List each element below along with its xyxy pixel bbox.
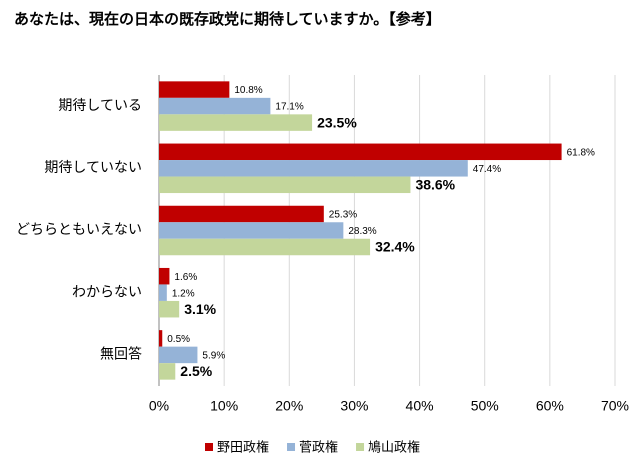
legend-swatch — [287, 443, 296, 451]
x-tick-label: 60% — [536, 398, 564, 414]
value-label: 1.6% — [174, 272, 197, 283]
x-tick-label: 40% — [406, 398, 434, 414]
value-label: 28.3% — [348, 226, 376, 237]
bar — [159, 176, 411, 194]
x-tick-label: 0% — [149, 398, 169, 414]
y-tick-label: 無回答 — [100, 346, 142, 362]
x-tick-label: 50% — [471, 398, 499, 414]
bar — [159, 238, 371, 256]
bar — [159, 363, 176, 380]
y-tick-label: 期待している — [58, 97, 142, 113]
y-tick-label: 期待していない — [44, 159, 142, 175]
bar — [159, 284, 167, 301]
value-label: 10.8% — [234, 85, 262, 96]
value-label: 25.3% — [329, 210, 357, 221]
bar — [159, 97, 271, 115]
value-label: 0.5% — [167, 334, 190, 345]
x-tick-label: 30% — [340, 398, 368, 414]
y-tick-label: どちらともいえない — [16, 221, 142, 237]
value-label: 17.1% — [275, 102, 303, 113]
x-tick-label: 70% — [601, 398, 629, 414]
bar — [159, 300, 180, 318]
bar — [159, 346, 198, 364]
value-label: 5.9% — [202, 351, 225, 362]
legend-swatch — [356, 443, 365, 451]
legend-swatch — [205, 443, 213, 451]
value-label: 61.8% — [567, 147, 595, 158]
bar — [159, 205, 324, 223]
value-label: 47.4% — [473, 164, 501, 175]
value-label: 32.4% — [375, 239, 415, 255]
x-tick-label: 20% — [275, 398, 303, 414]
value-label: 1.2% — [172, 288, 195, 299]
value-label: 2.5% — [180, 363, 212, 379]
bar — [159, 222, 344, 239]
bar — [159, 114, 313, 131]
bar — [159, 143, 562, 161]
x-tick-label: 10% — [210, 398, 238, 414]
bar — [159, 267, 170, 285]
chart-title: あなたは、現在の日本の既存政党に期待していますか。【参考】 — [14, 10, 441, 28]
bar — [159, 81, 230, 98]
legend-label: 野田政権 — [217, 439, 269, 454]
bar — [159, 330, 163, 347]
value-label: 23.5% — [317, 114, 357, 130]
legend-label: 菅政権 — [299, 439, 338, 454]
legend-label: 鳩山政権 — [368, 439, 420, 454]
y-tick-label: わからない — [72, 283, 142, 299]
bar — [159, 160, 468, 177]
value-label: 38.6% — [415, 177, 455, 193]
value-label: 3.1% — [184, 301, 216, 317]
